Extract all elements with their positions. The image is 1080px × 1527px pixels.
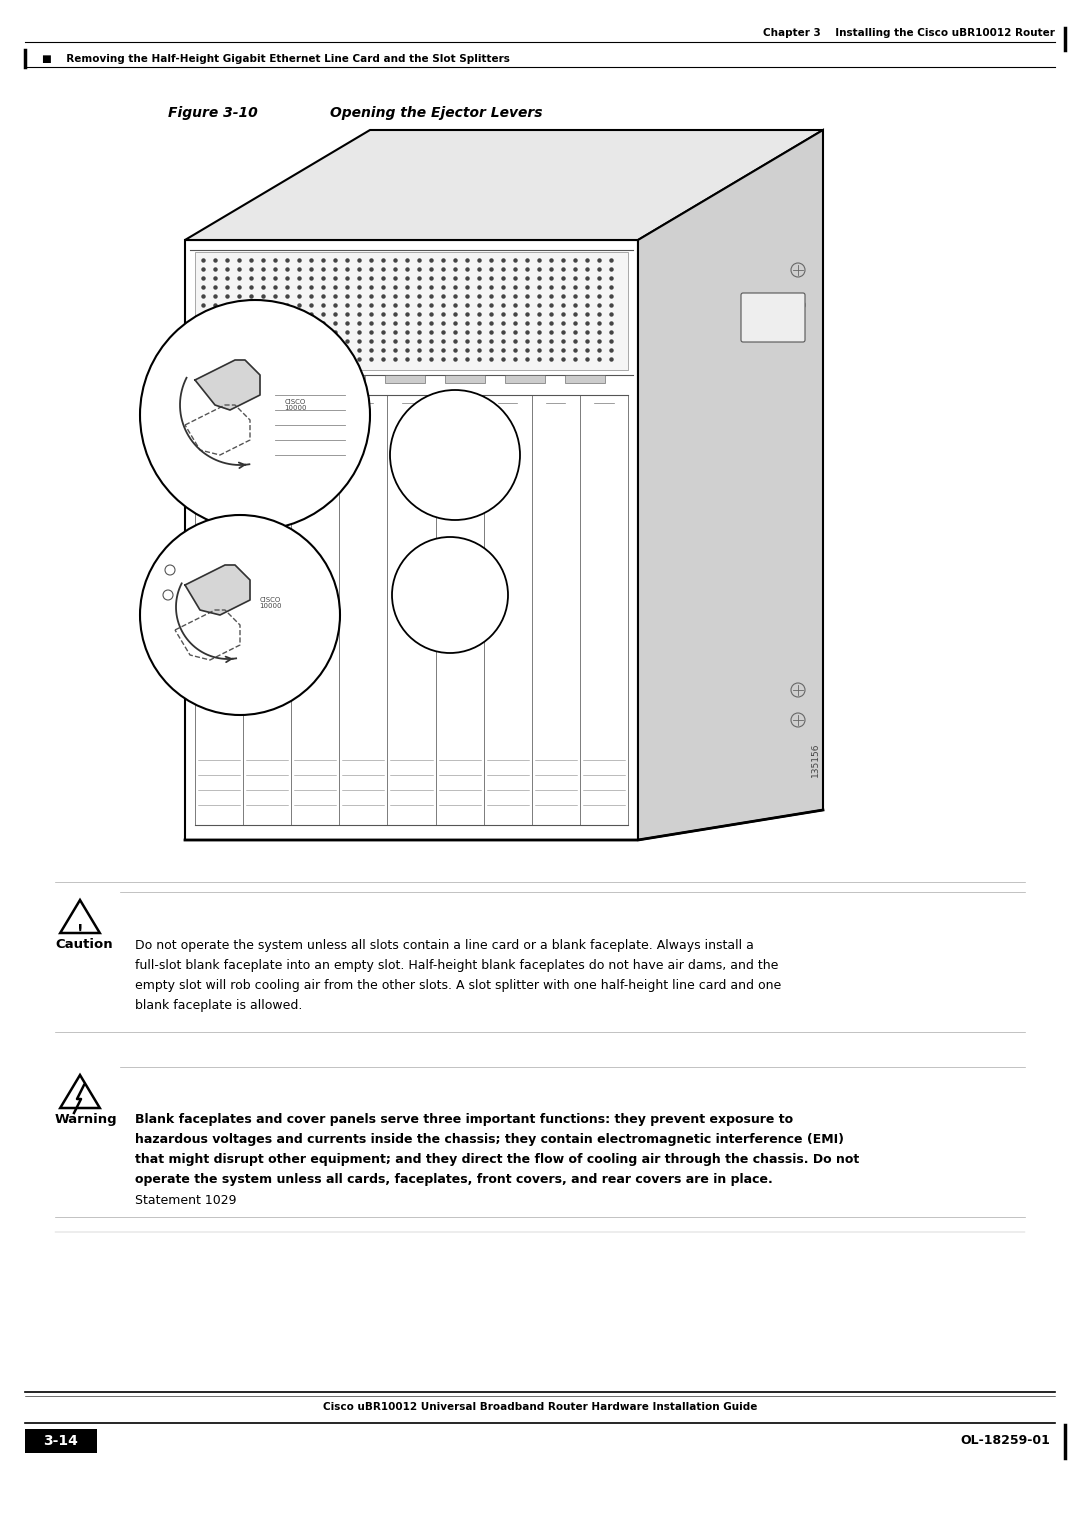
Circle shape: [140, 299, 370, 530]
Polygon shape: [205, 376, 245, 383]
Polygon shape: [565, 376, 605, 383]
Polygon shape: [505, 376, 545, 383]
Text: operate the system unless all cards, faceplates, front covers, and rear covers a: operate the system unless all cards, fac…: [135, 1174, 773, 1186]
FancyBboxPatch shape: [25, 1429, 97, 1454]
Polygon shape: [325, 376, 365, 383]
Circle shape: [392, 538, 508, 654]
Text: CISCO
10000: CISCO 10000: [259, 597, 281, 609]
Polygon shape: [265, 376, 305, 383]
Polygon shape: [185, 565, 249, 615]
Polygon shape: [60, 1075, 99, 1109]
Text: hazardous voltages and currents inside the chassis; they contain electromagnetic: hazardous voltages and currents inside t…: [135, 1133, 843, 1147]
Text: Do not operate the system unless all slots contain a line card or a blank facepl: Do not operate the system unless all slo…: [135, 939, 754, 951]
Text: Chapter 3    Installing the Cisco uBR10012 Router: Chapter 3 Installing the Cisco uBR10012 …: [764, 27, 1055, 38]
Text: Opening the Ejector Levers: Opening the Ejector Levers: [330, 105, 542, 121]
Circle shape: [140, 515, 340, 715]
Text: Figure 3-10: Figure 3-10: [168, 105, 258, 121]
Text: Warning: Warning: [55, 1113, 118, 1127]
Polygon shape: [185, 240, 638, 840]
Text: Statement 1029: Statement 1029: [135, 1194, 237, 1206]
Text: !: !: [77, 922, 83, 938]
Text: full-slot blank faceplate into an empty slot. Half-height blank faceplates do no: full-slot blank faceplate into an empty …: [135, 959, 779, 971]
Polygon shape: [638, 130, 823, 840]
Text: blank faceplate is allowed.: blank faceplate is allowed.: [135, 999, 302, 1011]
Text: Blank faceplates and cover panels serve three important functions: they prevent : Blank faceplates and cover panels serve …: [135, 1113, 793, 1127]
Polygon shape: [60, 899, 99, 933]
Text: ■    Removing the Half-Height Gigabit Ethernet Line Card and the Slot Splitters: ■ Removing the Half-Height Gigabit Ether…: [42, 53, 510, 64]
Polygon shape: [185, 130, 823, 240]
Text: empty slot will rob cooling air from the other slots. A slot splitter with one h: empty slot will rob cooling air from the…: [135, 979, 781, 991]
Polygon shape: [445, 376, 485, 383]
Text: 3-14: 3-14: [43, 1434, 79, 1448]
Polygon shape: [195, 252, 627, 370]
Text: Cisco uBR10012 Universal Broadband Router Hardware Installation Guide: Cisco uBR10012 Universal Broadband Route…: [323, 1402, 757, 1412]
Text: Caution: Caution: [55, 939, 112, 951]
Text: CISCO
10000: CISCO 10000: [284, 399, 307, 411]
Circle shape: [390, 389, 519, 521]
Text: 135156: 135156: [810, 742, 820, 777]
Polygon shape: [384, 376, 426, 383]
Polygon shape: [195, 360, 260, 411]
FancyBboxPatch shape: [741, 293, 805, 342]
Text: OL-18259-01: OL-18259-01: [960, 1434, 1050, 1448]
Text: that might disrupt other equipment; and they direct the flow of cooling air thro: that might disrupt other equipment; and …: [135, 1153, 860, 1167]
